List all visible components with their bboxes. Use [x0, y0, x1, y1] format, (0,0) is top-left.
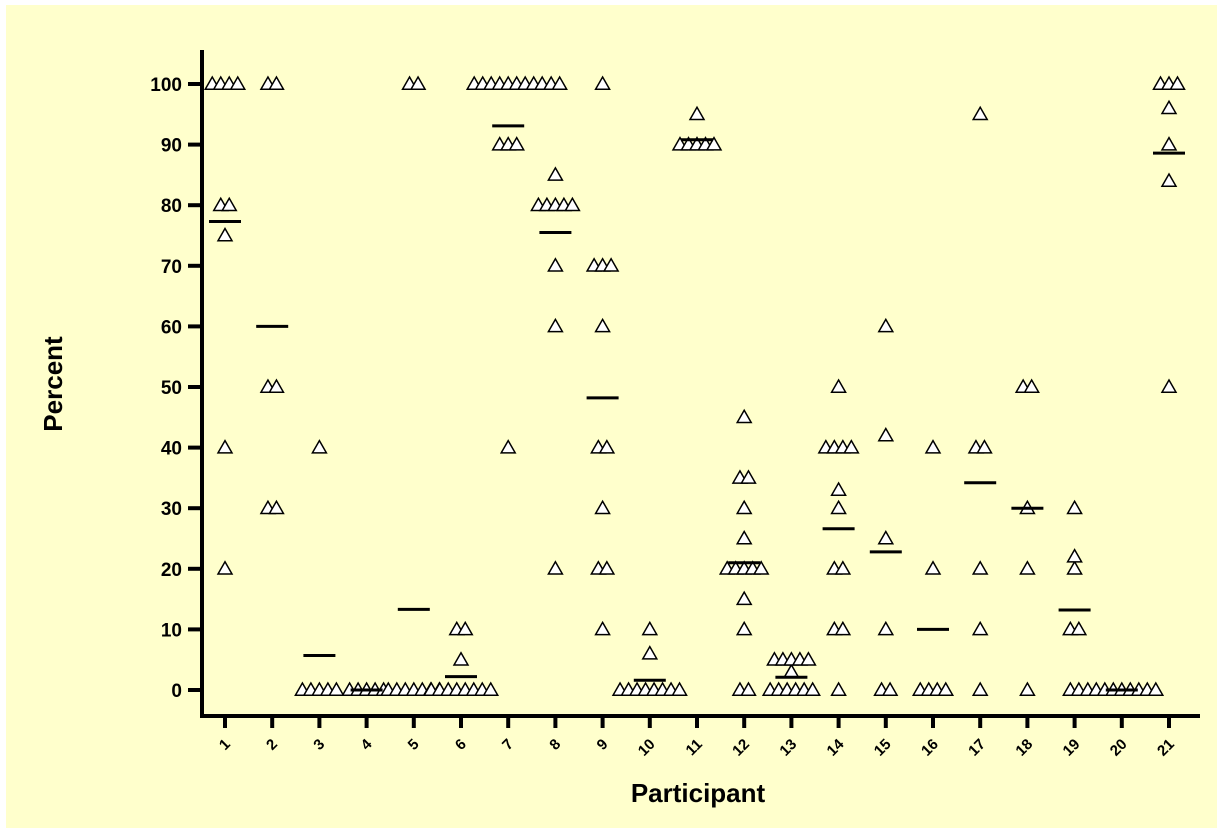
data-point-triangle [547, 317, 564, 333]
data-point-triangle [268, 75, 285, 90]
data-point-triangle [409, 75, 427, 90]
points-layer [203, 75, 1186, 696]
data-point-triangle [641, 645, 659, 660]
chart-background [6, 5, 1217, 828]
data-point-triangle [452, 651, 470, 666]
data-point-triangle [671, 681, 688, 696]
data-point-triangle [482, 681, 500, 696]
data-point-triangle [834, 560, 852, 575]
y-tick-label: 60 [161, 317, 182, 338]
y-tick-label: 70 [161, 257, 182, 278]
data-point-triangle [735, 529, 753, 545]
data-point-triangle [311, 439, 328, 454]
data-point-triangle [598, 560, 616, 575]
data-point-triangle [735, 499, 753, 515]
data-point-triangle [830, 681, 847, 696]
data-point-triangle [688, 105, 706, 121]
data-point-triangle [1147, 681, 1165, 696]
data-point-triangle [705, 136, 723, 151]
data-point-triangle [971, 105, 989, 121]
data-point-triangle [804, 681, 821, 696]
data-point-triangle [877, 620, 895, 636]
data-point-triangle [1160, 172, 1178, 187]
data-point-triangle [877, 529, 895, 545]
data-point-triangle [971, 681, 989, 696]
data-point-triangle [1169, 75, 1186, 90]
data-point-triangle [1160, 99, 1178, 115]
data-point-triangle [830, 378, 847, 393]
data-point-triangle [594, 620, 611, 636]
data-point-triangle [740, 469, 757, 484]
x-axis-title: Participant [631, 778, 766, 808]
data-point-triangle [735, 590, 753, 606]
data-point-triangle [547, 257, 564, 272]
data-point-triangle [881, 681, 899, 696]
data-point-triangle [971, 560, 989, 575]
data-point-triangle [229, 75, 247, 90]
data-point-triangle [508, 136, 525, 151]
data-point-triangle [937, 681, 955, 696]
data-point-triangle [834, 620, 852, 636]
data-point-triangle [268, 378, 285, 393]
data-point-triangle [594, 75, 611, 90]
data-point-triangle [216, 226, 234, 242]
data-point-triangle [800, 651, 817, 666]
data-point-triangle [499, 439, 517, 454]
data-point-triangle [551, 75, 568, 90]
data-point-triangle [1019, 681, 1036, 696]
data-point-triangle [735, 620, 753, 636]
means-layer [209, 124, 1185, 692]
y-tick-label: 30 [161, 499, 182, 520]
data-point-triangle [752, 560, 770, 575]
y-tick-label: 50 [161, 378, 182, 399]
data-point-triangle [830, 499, 847, 515]
data-point-triangle [1066, 499, 1083, 515]
y-tick-label: 10 [161, 620, 182, 641]
data-point-triangle [594, 317, 611, 333]
data-point-triangle [877, 317, 895, 333]
data-point-triangle [598, 439, 616, 454]
data-point-triangle [877, 426, 895, 442]
data-point-triangle [268, 499, 285, 515]
data-point-triangle [1019, 560, 1036, 575]
data-point-triangle [1070, 620, 1088, 636]
data-point-triangle [456, 620, 474, 636]
data-point-triangle [216, 560, 234, 575]
data-point-triangle [220, 196, 238, 212]
data-point-triangle [641, 620, 659, 636]
y-tick-label: 0 [171, 681, 182, 702]
data-point-triangle [735, 408, 753, 424]
data-point-triangle [976, 439, 993, 454]
data-point-triangle [216, 439, 234, 454]
data-point-triangle [924, 560, 942, 575]
y-tick-label: 20 [161, 560, 182, 581]
y-axis-title: Percent [38, 336, 68, 432]
y-tick-label: 40 [161, 439, 182, 460]
data-point-triangle [830, 481, 847, 497]
y-tick-label: 100 [150, 75, 182, 96]
data-point-triangle [1066, 548, 1083, 563]
data-point-triangle [1160, 378, 1178, 393]
data-point-triangle [740, 681, 757, 696]
y-tick-label: 90 [161, 136, 182, 157]
data-point-triangle [602, 257, 620, 272]
data-point-triangle [594, 499, 611, 515]
data-point-triangle [843, 439, 860, 454]
data-point-triangle [547, 560, 564, 575]
data-point-triangle [1066, 560, 1083, 575]
data-point-triangle [547, 166, 564, 181]
data-point-triangle [328, 681, 345, 696]
data-point-triangle [1023, 378, 1040, 393]
data-point-triangle [1160, 136, 1178, 151]
data-point-triangle [924, 439, 942, 454]
data-point-triangle [564, 196, 581, 212]
data-point-triangle [971, 620, 989, 636]
y-tick-label: 80 [161, 196, 182, 217]
